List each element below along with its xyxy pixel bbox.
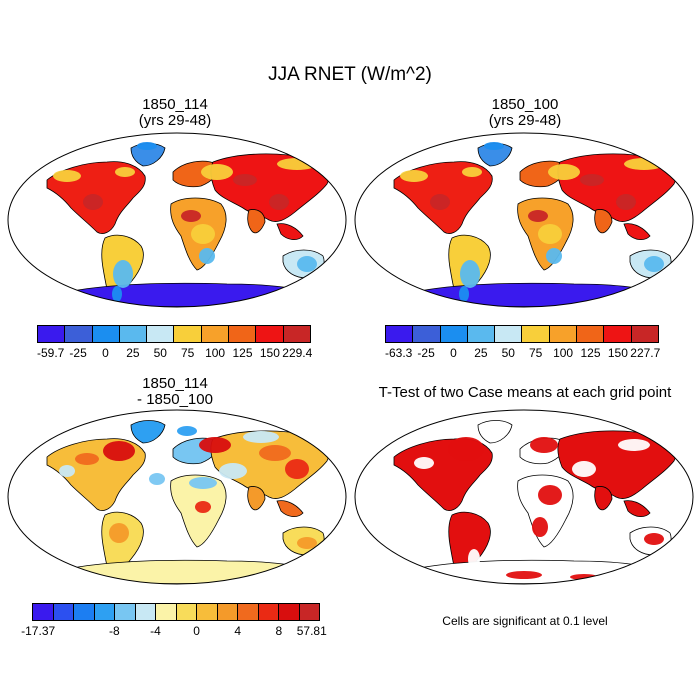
panel-3-title-line2: - 1850_100 [137, 391, 213, 408]
colorbar-swatch [440, 326, 468, 342]
panel-2-title-line2: (yrs 29-48) [488, 112, 562, 129]
colorbar-tick-label: 75 [529, 346, 543, 360]
colorbar-swatch [467, 326, 496, 342]
panel-1-title: 1850_114 (yrs 29-48) [75, 97, 275, 129]
panel-1-map [7, 132, 347, 308]
colorbar-swatch [577, 326, 605, 342]
colorbar-tick-label: -4 [150, 624, 161, 638]
colorbar-tick-label: 57.81 [296, 624, 327, 638]
colorbar-tick-label: 8 [275, 624, 283, 638]
panel-1-colorbar-labels: -59.7 -25 0 25 50 75 100 125 150 229.4 [37, 346, 313, 360]
colorbar-tick-label: 150 [259, 346, 280, 360]
colorbar-tick-label: -17.37 [21, 624, 56, 638]
colorbar-swatch [229, 326, 257, 342]
colorbar-tick-label: 0 [102, 346, 109, 360]
colorbar-swatch [238, 604, 259, 620]
colorbar-swatch [135, 604, 156, 620]
panel-4-note: Cells are significant at 0.1 level [442, 614, 608, 628]
continent-india [594, 209, 613, 234]
colorbar-swatch [631, 326, 658, 342]
colorbar-tick-label: 25 [474, 346, 488, 360]
panel-4-map [354, 409, 694, 585]
colorbar-swatch [147, 326, 175, 342]
colorbar-tick-label: 0 [193, 624, 200, 638]
colorbar-swatch [283, 326, 310, 342]
colorbar-tick-label: 50 [501, 346, 515, 360]
colorbar-tick-label: 227.7 [630, 346, 661, 360]
panel-2-colorbar [385, 325, 659, 343]
colorbar-tick-label: 150 [607, 346, 628, 360]
colorbar-tick-label: -63.3 [385, 346, 413, 360]
colorbar-swatch [197, 604, 218, 620]
colorbar-swatch [413, 326, 441, 342]
colorbar-tick-label: -8 [108, 624, 120, 638]
colorbar-swatch [174, 326, 202, 342]
colorbar-swatch [258, 604, 279, 620]
panel-1-title-line1: 1850_114 [142, 96, 208, 113]
continent-india [247, 209, 266, 234]
continent-seAsia [623, 223, 651, 240]
continent-antarctica [413, 282, 668, 307]
panel-1-colorbar [37, 325, 311, 343]
colorbar-tick-label: 229.4 [282, 346, 313, 360]
colorbar-tick-label: 4 [234, 624, 242, 638]
continent-seAsia [276, 500, 304, 517]
colorbar-swatch [38, 326, 66, 342]
continent-greenland [130, 420, 166, 444]
colorbar-tick-label: -25 [69, 346, 87, 360]
colorbar-swatch [299, 604, 319, 620]
colorbar-swatch [53, 604, 74, 620]
colorbar-swatch [201, 326, 230, 342]
continent-antarctica [66, 559, 321, 584]
colorbar-tick-label: 0 [450, 346, 457, 360]
panel-2-title: 1850_100 (yrs 29-48) [425, 97, 625, 129]
panel-3-title: 1850_114 - 1850_100 [75, 376, 275, 408]
continent-greenland [477, 420, 513, 444]
colorbar-swatch [604, 326, 632, 342]
continent-antarctica [66, 282, 321, 307]
main-title: JJA RNET (W/m^2) [268, 64, 432, 85]
colorbar-tick-label: 75 [181, 346, 195, 360]
colorbar-tick-label: 25 [126, 346, 140, 360]
colorbar-swatch [65, 326, 93, 342]
panel-3-title-line1: 1850_114 [142, 375, 208, 392]
colorbar-swatch [279, 604, 300, 620]
panel-3-map [7, 409, 347, 585]
panel-1-title-line2: (yrs 29-48) [138, 112, 212, 129]
panel-2-map [354, 132, 694, 308]
panel-2-title-line1: 1850_100 [491, 96, 559, 113]
colorbar-swatch [92, 326, 120, 342]
colorbar-swatch [94, 604, 115, 620]
colorbar-swatch [495, 326, 523, 342]
colorbar-swatch [33, 604, 54, 620]
colorbar-swatch [176, 604, 197, 620]
colorbar-swatch [386, 326, 414, 342]
panel-2-colorbar-labels: -63.3 -25 0 25 50 75 100 125 150 227.7 [385, 346, 661, 360]
colorbar-tick-label: 125 [580, 346, 601, 360]
continent-seAsia [276, 223, 304, 240]
panel-3-colorbar-labels: -17.37 -8 -4 0 4 8 57.81 [21, 624, 327, 638]
colorbar-tick-label: 125 [232, 346, 253, 360]
colorbar-tick-label: -25 [417, 346, 435, 360]
colorbar-tick-label: 50 [153, 346, 167, 360]
continent-seAsia [623, 500, 651, 517]
colorbar-swatch [119, 326, 148, 342]
panel-4-title: T-Test of two Case means at each grid po… [378, 384, 672, 401]
colorbar-swatch [217, 604, 238, 620]
continent-india [247, 486, 266, 511]
continent-india [594, 486, 613, 511]
colorbar-swatch [156, 604, 177, 620]
colorbar-swatch [256, 326, 284, 342]
colorbar-swatch [522, 326, 550, 342]
colorbar-swatch [549, 326, 578, 342]
colorbar-tick-label: -59.7 [37, 346, 65, 360]
colorbar-swatch [115, 604, 136, 620]
panel-3-colorbar [32, 603, 320, 621]
colorbar-tick-label: 100 [553, 346, 574, 360]
colorbar-tick-label: 100 [205, 346, 226, 360]
continent-antarctica [413, 559, 668, 584]
colorbar-swatch [74, 604, 95, 620]
